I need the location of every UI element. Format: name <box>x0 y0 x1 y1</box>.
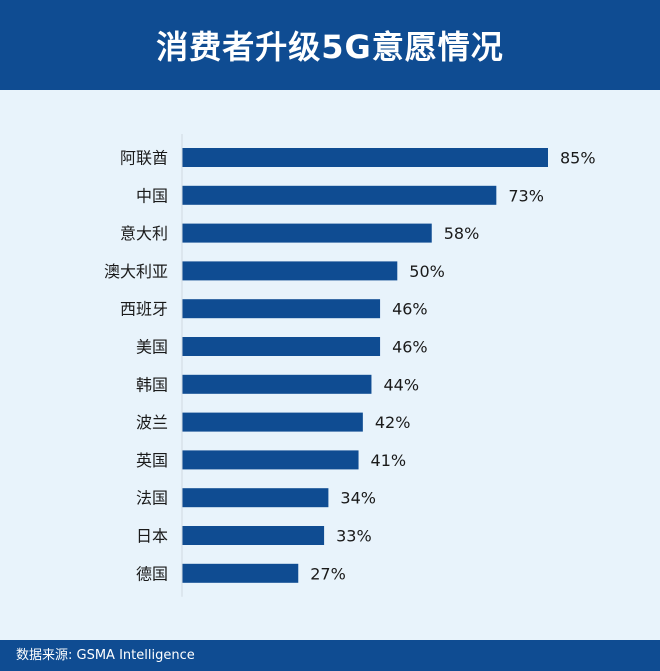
value-label: 50% <box>409 262 445 281</box>
value-label: 41% <box>371 451 407 470</box>
bar-4 <box>182 299 381 319</box>
value-label: 33% <box>336 527 372 546</box>
value-label: 27% <box>310 564 346 583</box>
value-label: 34% <box>340 489 376 508</box>
bar-9 <box>182 488 329 508</box>
value-label: 73% <box>508 186 544 205</box>
bar-1 <box>182 185 497 205</box>
chart-header: 消费者升级5G意愿情况 <box>0 0 660 90</box>
category-label: 阿联酋 <box>120 149 168 168</box>
bar-11 <box>182 563 299 583</box>
category-label: 西班牙 <box>120 300 168 319</box>
bar-7 <box>182 412 363 432</box>
bar-chart-svg: 阿联酋 85% 中国 73% 意大利 58% 澳大利亚 50% 西班牙 46% 美国 46% 韩国 44%… <box>104 134 596 597</box>
category-label: 法国 <box>136 489 168 508</box>
category-label: 澳大利亚 <box>104 262 168 281</box>
chart-footer: 数据来源: GSMA Intelligence <box>0 640 660 671</box>
category-label: 韩国 <box>136 375 168 394</box>
category-label: 德国 <box>136 564 168 583</box>
bar-3 <box>182 261 398 281</box>
bar-5 <box>182 337 381 356</box>
chart-title: 消费者升级5G意愿情况 <box>156 28 504 66</box>
bar-6 <box>182 374 372 394</box>
category-label: 英国 <box>136 451 168 470</box>
bar-10 <box>182 526 325 545</box>
source-note: 数据来源: GSMA Intelligence <box>16 648 195 663</box>
value-label: 44% <box>383 375 419 394</box>
category-label: 波兰 <box>136 413 168 432</box>
category-label: 意大利 <box>120 224 168 243</box>
category-label: 中国 <box>136 186 168 205</box>
bar-8 <box>182 450 359 470</box>
bar-0 <box>182 148 548 167</box>
bar-chart: 阿联酋 85% 中国 73% 意大利 58% 澳大利亚 50% 西班牙 46% 美国 46% 韩国 44%… <box>0 90 660 640</box>
value-label: 85% <box>560 149 596 168</box>
value-label: 42% <box>375 413 411 432</box>
value-label: 46% <box>392 300 428 319</box>
category-label: 日本 <box>136 527 168 546</box>
category-label: 美国 <box>136 338 168 357</box>
value-label: 58% <box>444 224 480 243</box>
bar-2 <box>182 223 432 243</box>
value-label: 46% <box>392 338 428 357</box>
